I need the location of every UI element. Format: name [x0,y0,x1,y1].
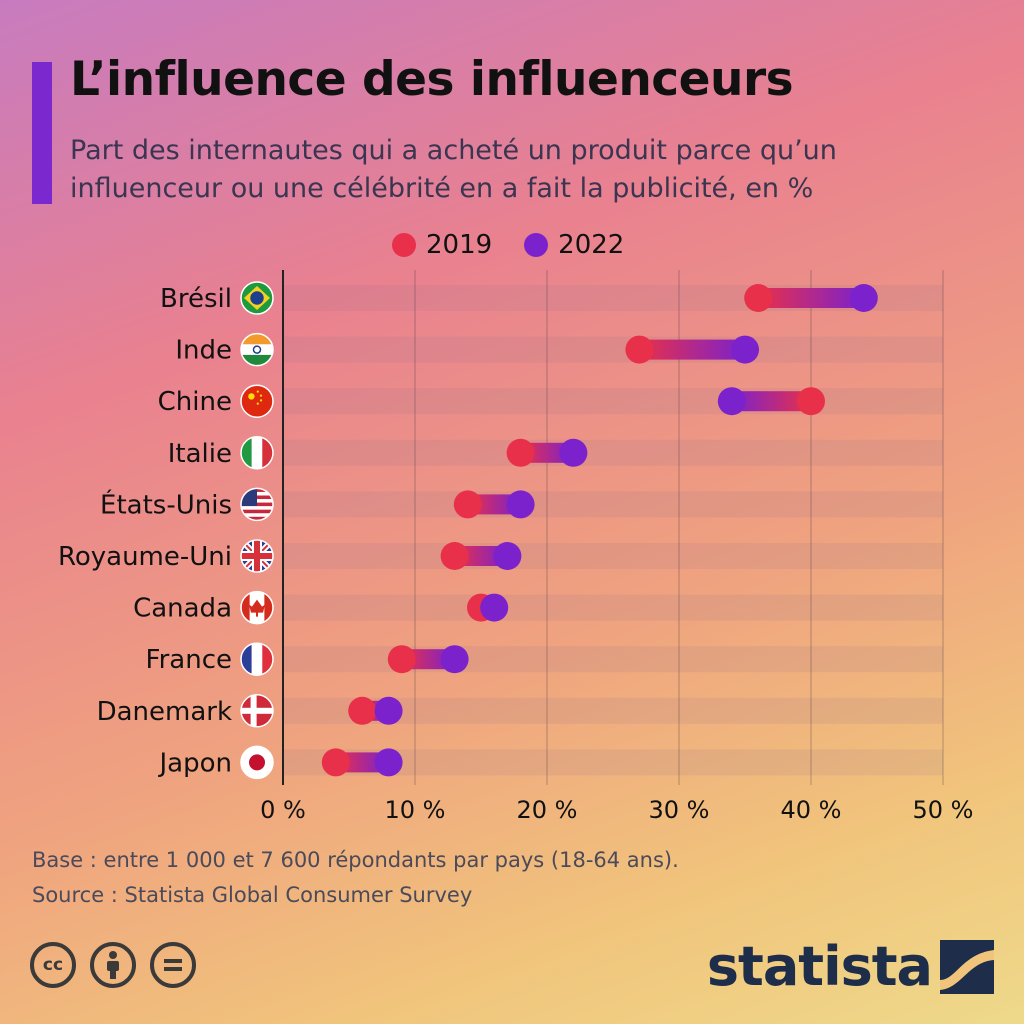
x-tick-label: 50 % [913,796,974,824]
x-tick-label: 30 % [649,796,710,824]
dumbbell-bar [520,442,574,463]
x-tick-label: 0 % [260,796,306,824]
legend-label-2019: 2019 [426,230,493,260]
row-band [283,439,943,466]
dumbbell-bar [758,288,864,308]
point-2022 [559,438,588,467]
italy-flag-icon [240,436,274,470]
france-flag-icon [240,642,274,676]
category-label: Japon [158,748,233,778]
row-band [283,491,943,518]
point-2022 [849,284,878,312]
dumbbell-bar [454,546,508,566]
category-label: Royaume-Uni [58,542,232,572]
row-band [283,388,943,415]
point-2019 [453,490,482,519]
category-label: France [146,645,232,675]
category-label: Inde [175,336,232,366]
row-band [283,594,943,621]
person-icon [107,951,119,979]
row-band [283,336,943,363]
brand-name: statista [706,935,933,998]
x-tick-label: 20 % [517,796,578,824]
by-icon[interactable] [90,942,136,988]
chart-title: L’influence des influenceurs [70,52,794,107]
row-band [283,543,943,569]
point-2019 [321,748,350,777]
uk-flag-icon [240,539,274,573]
legend-label-2022: 2022 [558,230,625,260]
dumbbell-bar [467,494,521,515]
chart-subtitle: Part des internautes qui a acheté un pro… [70,135,837,204]
cc-icon[interactable]: cc [30,942,76,988]
statista-mark-icon [940,939,994,994]
x-tick-label: 40 % [781,796,842,824]
denmark-flag-icon [240,694,274,728]
legend-item-2022: 2022 [524,230,624,260]
point-2019 [797,387,825,416]
usa-flag-icon [240,487,274,522]
footnote-base: Base : entre 1 000 et 7 600 répondants p… [32,848,679,872]
point-2019 [744,284,773,312]
nd-icon[interactable] [150,942,196,988]
dumbbell-bar [401,649,455,670]
category-label: Danemark [97,697,232,727]
x-tick-label: 10 % [385,796,446,824]
point-2022 [374,748,403,777]
legend: 2019 2022 [392,230,656,260]
title-accent-bar [32,62,52,204]
point-2022 [731,335,759,364]
legend-item-2019: 2019 [392,230,492,260]
india-flag-icon [240,332,274,367]
legend-marker-2022 [524,233,549,257]
dumbbell-bar [639,339,745,360]
statista-logo[interactable]: statista [707,935,994,998]
license-icons: cc [30,942,210,988]
point-2019 [625,335,654,364]
category-label: États-Unis [100,488,232,520]
dumbbell-bar [731,391,811,412]
equals-icon [164,959,182,971]
point-2022 [717,387,746,416]
china-flag-icon [240,384,274,418]
point-2019 [440,542,469,570]
point-2022 [480,593,509,622]
japan-flag-icon [240,745,274,780]
category-label: Canada [133,594,232,624]
dumbbell-bar [335,752,389,773]
point-2022 [374,696,403,725]
legend-marker-2019 [392,233,416,257]
row-band [283,646,943,673]
cc-icon-label: cc [42,955,64,975]
point-2019 [387,645,416,674]
point-2022 [493,542,522,570]
point-2022 [506,490,535,519]
point-2022 [440,645,469,674]
category-label: Chine [158,387,232,417]
canada-flag-icon [240,590,274,625]
point-2019 [348,696,377,725]
point-2019 [506,438,535,467]
footnote-source: Source : Statista Global Consumer Survey [32,883,473,907]
category-label: Brésil [160,284,232,314]
category-label: Italie [168,439,232,469]
brazil-flag-icon [240,281,274,315]
